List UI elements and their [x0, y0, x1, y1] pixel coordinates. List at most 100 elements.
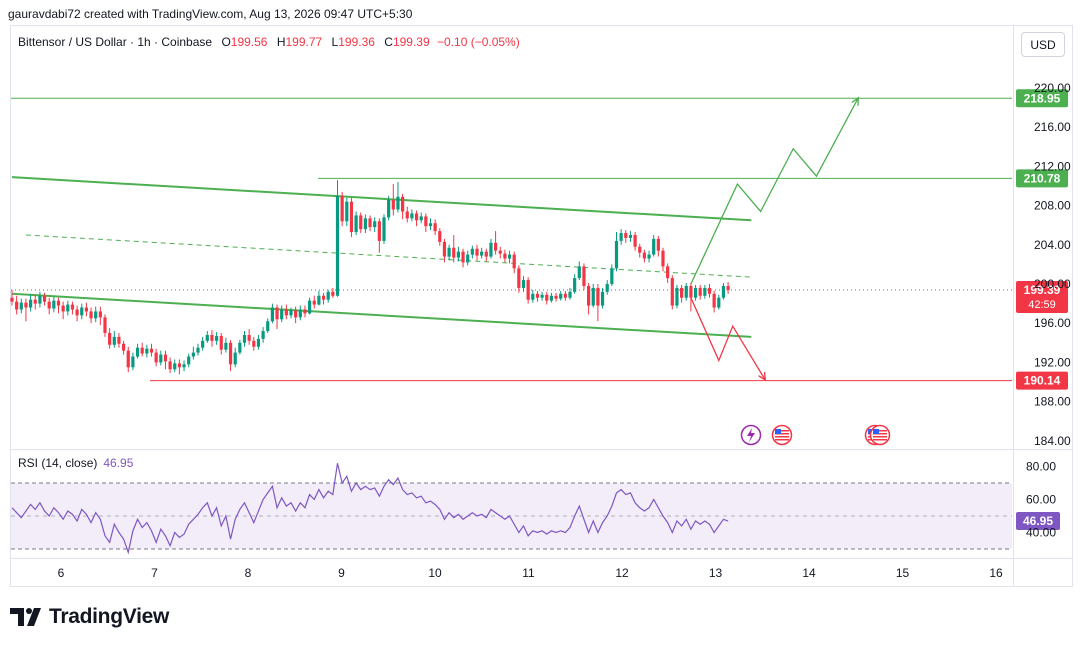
candle-body — [456, 251, 460, 258]
y-tick-label: 220.00 — [1034, 81, 1071, 95]
bar-countdown-label: 42:59 — [1028, 299, 1056, 311]
candle-body — [187, 356, 191, 365]
x-tick-label: 12 — [615, 566, 629, 580]
x-tick-label: 6 — [58, 566, 65, 580]
x-tick-label: 9 — [338, 566, 345, 580]
candle-body — [289, 310, 293, 316]
candle-body — [47, 301, 51, 309]
candle-body — [177, 363, 181, 368]
candle-body — [610, 268, 614, 284]
candle-body — [410, 213, 414, 219]
candle-body — [373, 221, 377, 228]
candle-body — [108, 333, 112, 345]
high-value: 199.77 — [285, 35, 323, 49]
candle-body — [577, 266, 581, 279]
candle-body — [317, 295, 321, 305]
candle-body — [335, 195, 340, 296]
candle-body — [614, 240, 619, 269]
candle-body — [605, 284, 609, 292]
candle-body — [693, 287, 698, 298]
candle-body — [238, 342, 242, 353]
candle-body — [642, 252, 646, 259]
rsi-value: 46.95 — [103, 456, 134, 470]
candle-body — [563, 293, 567, 298]
candle-body — [670, 278, 674, 306]
candle-body — [494, 242, 498, 251]
lightning-bolt-glyph — [747, 428, 755, 442]
us-flag-event-icon — [869, 424, 891, 446]
channel-upper-line — [11, 176, 752, 222]
candle-body — [549, 295, 553, 301]
candle-body — [345, 201, 349, 222]
symbol-title: Bittensor / US Dollar · 1h · Coinbase — [18, 35, 213, 49]
x-tick-label: 11 — [522, 566, 535, 580]
change-value: −0.10 (−0.05%) — [437, 35, 520, 49]
candle-body — [419, 216, 423, 221]
x-tick-label: 10 — [428, 566, 442, 580]
chart-frame — [10, 25, 1073, 587]
candle-body — [275, 307, 279, 320]
rsi-line — [11, 463, 729, 555]
bullish-projection-path — [690, 97, 859, 285]
y-tick-label: 188.00 — [1034, 395, 1071, 409]
candle-body — [424, 216, 428, 227]
candle-body — [428, 223, 433, 227]
bullish-arrowhead — [851, 96, 860, 106]
flag-canton — [873, 429, 879, 434]
candle-body — [298, 309, 302, 318]
tradingview-logo[interactable]: TradingView — [10, 604, 169, 630]
level-badge — [1016, 371, 1068, 390]
channel-lower-line — [11, 292, 752, 338]
rsi-value-badge-label: 46.95 — [1023, 514, 1053, 528]
candle-body — [103, 317, 107, 333]
candle-body — [140, 347, 144, 354]
brand-wordmark: TradingView — [49, 605, 170, 628]
candle-body — [596, 287, 600, 306]
candle-body — [666, 266, 670, 279]
candle-body — [168, 361, 172, 370]
candle-body — [89, 311, 93, 319]
candle-body — [387, 199, 391, 218]
candle-body — [489, 242, 493, 257]
candle-body — [331, 291, 335, 296]
x-tick-label: 7 — [151, 566, 158, 580]
candle-body — [126, 350, 130, 368]
candle-body — [470, 248, 474, 255]
candle-body — [582, 266, 586, 286]
last-price-label: 199.39 — [1024, 283, 1061, 297]
candle-body — [587, 285, 591, 306]
flag-stripe — [873, 430, 887, 432]
candle-body — [438, 231, 442, 242]
candle-body — [159, 354, 163, 363]
candle-body — [480, 251, 484, 256]
candle-body — [675, 287, 679, 306]
candle-body — [628, 235, 633, 238]
candle-body — [84, 307, 88, 312]
rsi-legend: RSI (14, close) 46.95 — [18, 456, 133, 470]
candle-body — [15, 301, 19, 310]
us-flag-event-icon — [771, 424, 793, 446]
low-value: 199.36 — [338, 35, 375, 49]
candle-body — [10, 297, 14, 302]
channel-mid-line — [25, 234, 752, 278]
y-tick-label: 212.00 — [1034, 159, 1071, 173]
tradingview-mark-icon — [10, 608, 41, 626]
level-badge — [1016, 169, 1068, 188]
candle-body — [368, 218, 372, 228]
candle-body — [600, 291, 605, 306]
candle-body — [196, 347, 200, 353]
candle-body — [559, 293, 563, 299]
candle-body — [80, 307, 84, 316]
candle-body — [70, 304, 75, 310]
low-key: L — [331, 35, 339, 49]
candle-body — [475, 248, 479, 256]
candle-body — [266, 321, 270, 332]
y-tick-label: 208.00 — [1034, 199, 1071, 213]
candle-body — [224, 342, 228, 350]
candle-body — [652, 238, 656, 255]
candle-body — [568, 291, 572, 298]
x-tick-label: 16 — [989, 566, 1003, 580]
candle-body — [517, 268, 521, 288]
currency-button[interactable]: USD — [1021, 32, 1065, 57]
